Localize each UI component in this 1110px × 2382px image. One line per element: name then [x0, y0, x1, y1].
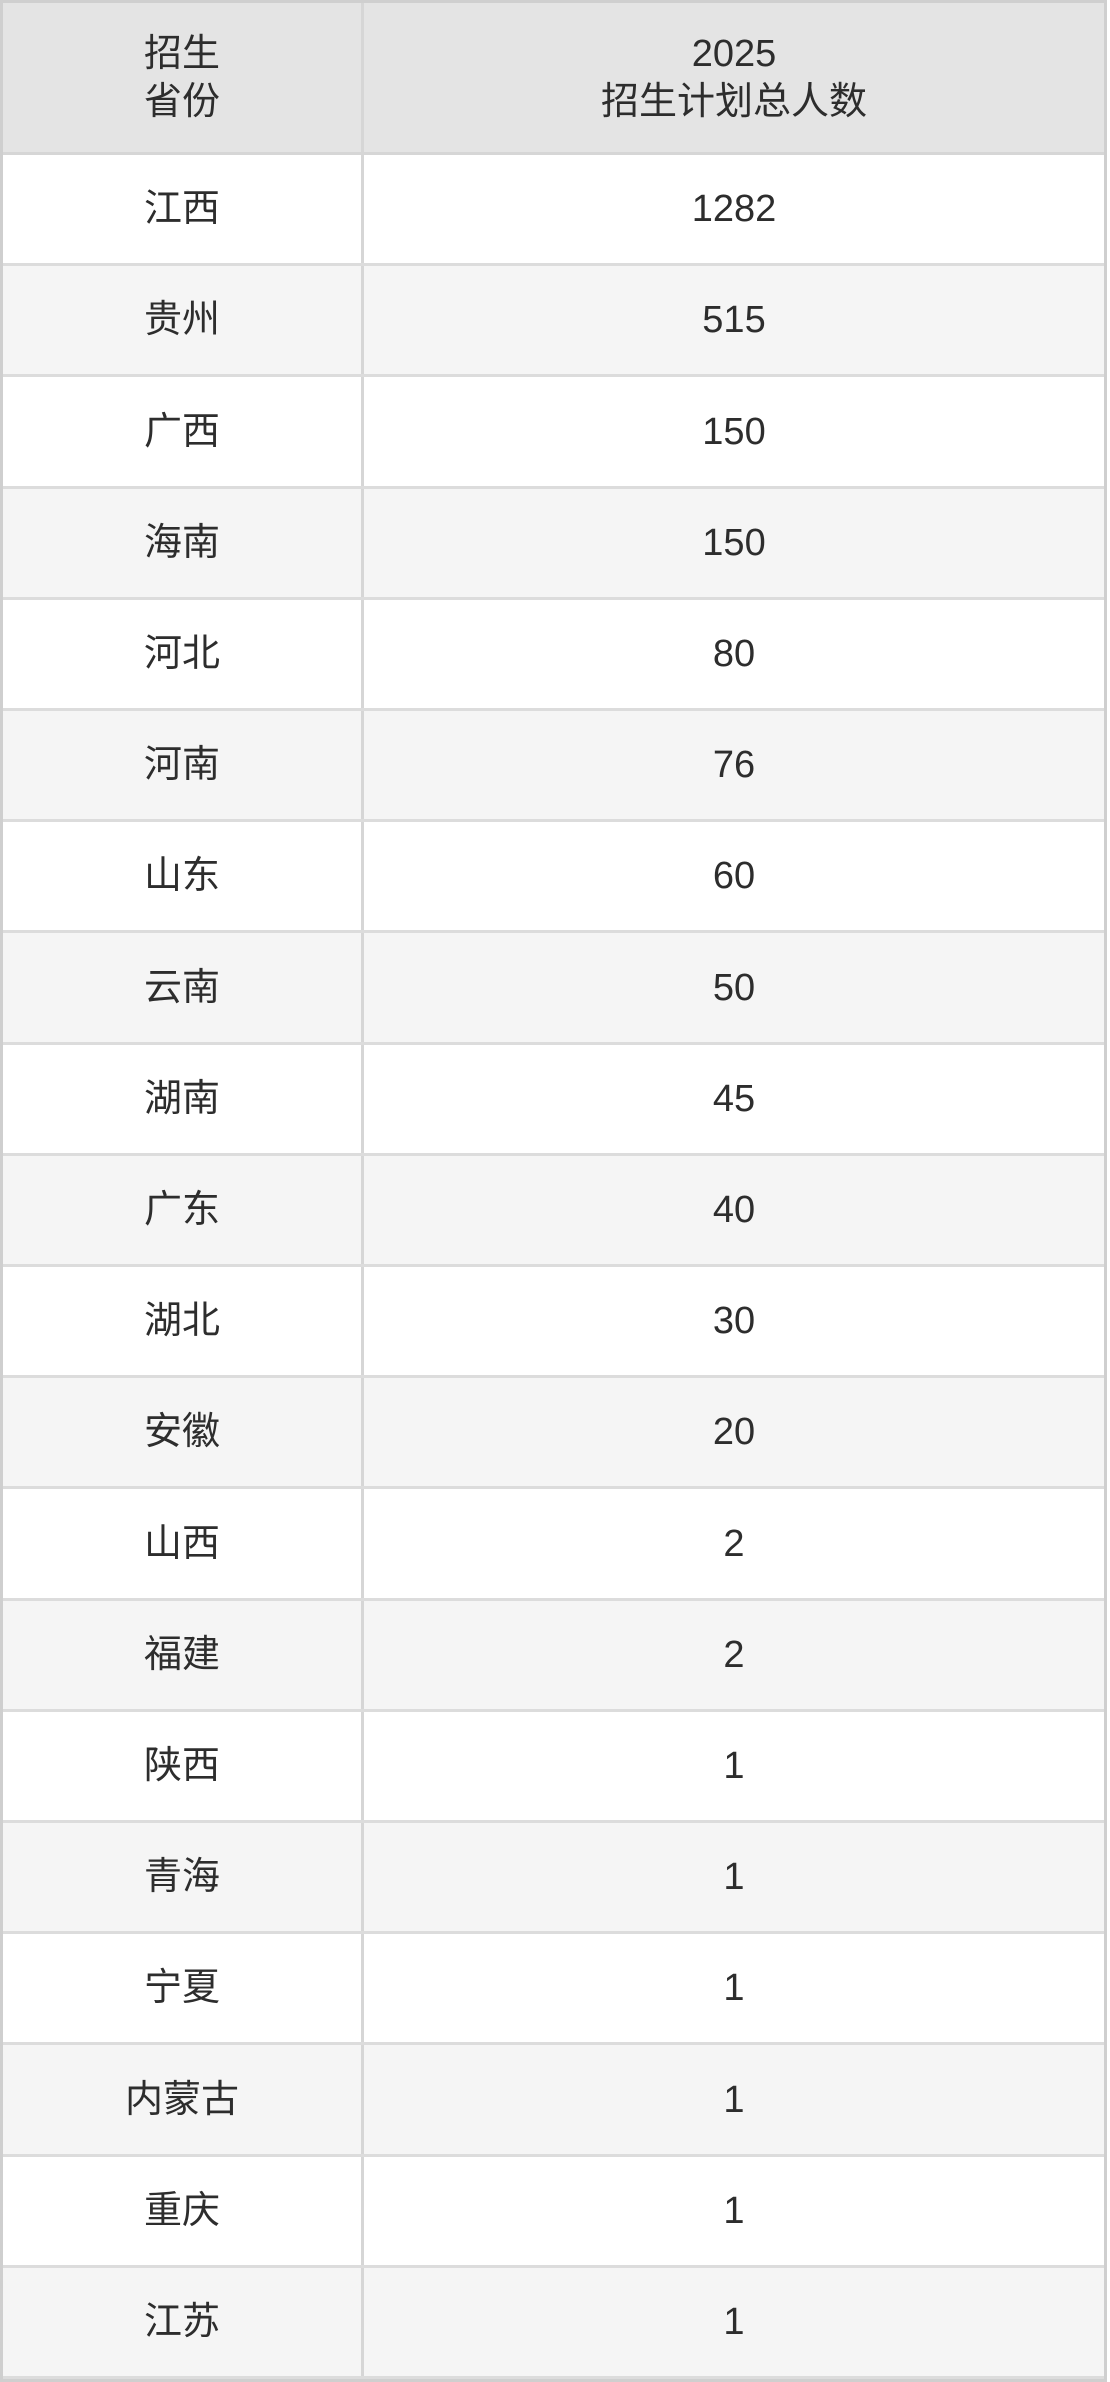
total-cell: 2	[723, 1522, 745, 1565]
province-cell: 河南	[3, 711, 364, 820]
table-header: 招生 省份 2025 招生计划总人数	[3, 3, 1104, 155]
total-cell: 1	[723, 2300, 745, 2343]
table-row: 山东 60	[3, 822, 1104, 934]
province-cell: 河北	[3, 599, 364, 709]
total-cell: 150	[702, 521, 766, 564]
province-cell: 陕西	[3, 1711, 364, 1821]
header-total-line1: 2025	[691, 32, 777, 75]
province-cell: 江苏	[3, 2267, 364, 2377]
province-cell: 广西	[3, 377, 364, 486]
province-cell: 福建	[3, 1600, 364, 1709]
total-cell: 40	[712, 1188, 756, 1231]
province-cell: 山东	[3, 822, 364, 931]
province-cell: 江西	[3, 155, 364, 264]
total-cell: 1	[723, 2078, 745, 2121]
header-province-line2: 省份	[143, 80, 220, 123]
total-cell: 515	[702, 299, 766, 342]
table-row: 湖北 30	[3, 1267, 1104, 1379]
total-cell: 50	[712, 966, 756, 1009]
total-cell: 1282	[691, 188, 777, 231]
table-row: 贵州 515	[3, 266, 1104, 378]
total-cell: 20	[712, 1411, 756, 1454]
province-cell: 青海	[3, 1823, 364, 1932]
total-cell: 1	[723, 1967, 745, 2010]
table-row: 福建 2	[3, 1600, 1104, 1712]
province-cell: 贵州	[3, 266, 364, 375]
header-province-line1: 招生	[143, 32, 220, 75]
table-row: 湖南 45	[3, 1044, 1104, 1156]
table-row: 江西 1282	[3, 155, 1104, 267]
province-cell: 安徽	[3, 1378, 364, 1487]
table-row: 山西 2	[3, 1489, 1104, 1601]
table-row: 河南 76	[3, 711, 1104, 823]
total-cell: 80	[712, 632, 756, 675]
table-row: 内蒙古 1	[3, 2045, 1104, 2157]
table-row: 青海 1	[3, 1823, 1104, 1935]
province-cell: 湖南	[3, 1044, 364, 1153]
header-cell-province: 招生 省份	[3, 3, 364, 152]
table-row: 广西 150	[3, 377, 1104, 489]
total-cell: 2	[723, 1633, 745, 1676]
total-cell: 45	[712, 1077, 756, 1120]
table-row: 广东 40	[3, 1155, 1104, 1268]
table-row: 河北 80	[3, 599, 1104, 712]
province-cell: 云南	[3, 933, 364, 1042]
province-cell: 广东	[3, 1155, 364, 1265]
table-row: 江苏 1	[3, 2267, 1104, 2380]
total-cell: 1	[723, 1744, 745, 1787]
total-cell: 30	[712, 1300, 756, 1343]
province-cell: 山西	[3, 1489, 364, 1598]
header-cell-total: 2025 招生计划总人数	[364, 3, 1104, 152]
total-cell: 1	[723, 2189, 745, 2232]
province-cell: 内蒙古	[3, 2045, 364, 2154]
province-cell: 重庆	[3, 2156, 364, 2265]
table-row: 云南 50	[3, 933, 1104, 1045]
province-cell: 湖北	[3, 1267, 364, 1376]
table-row: 安徽 20	[3, 1378, 1104, 1490]
province-cell: 宁夏	[3, 1934, 364, 2043]
total-cell: 150	[702, 410, 766, 453]
header-total-line2: 招生计划总人数	[600, 80, 867, 123]
table-row: 重庆 1	[3, 2156, 1104, 2268]
table-row: 海南 150	[3, 488, 1104, 600]
table-row: 宁夏 1	[3, 1934, 1104, 2046]
province-cell: 海南	[3, 488, 364, 597]
table-row: 陕西 1	[3, 1711, 1104, 1824]
total-cell: 76	[712, 744, 756, 787]
total-cell: 1	[723, 1856, 745, 1899]
total-cell: 60	[712, 855, 756, 898]
